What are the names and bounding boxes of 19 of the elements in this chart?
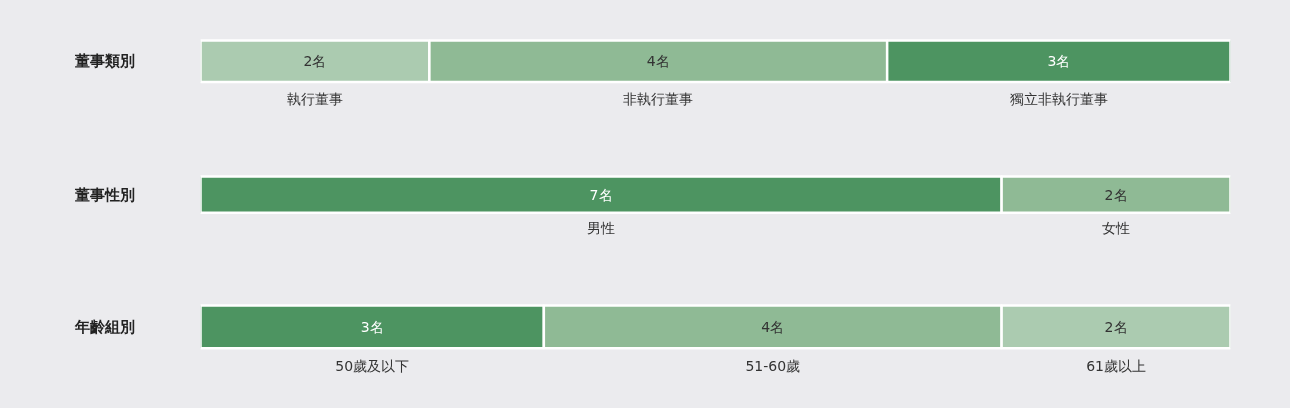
data-label: 2名 <box>1104 186 1128 203</box>
data-label: 7名 <box>589 186 613 203</box>
series-label: 非執行董事 <box>623 90 694 107</box>
series-label: 執行董事 <box>286 90 343 107</box>
data-label: 2名 <box>1104 318 1128 335</box>
series-label: 50歲及以下 <box>335 357 410 374</box>
data-label: 4名 <box>761 318 785 335</box>
series-label: 男性 <box>587 219 616 236</box>
data-label: 3名 <box>1047 53 1071 70</box>
series-label: 女性 <box>1102 219 1131 236</box>
data-label: 3名 <box>360 318 384 335</box>
data-label: 4名 <box>646 53 670 70</box>
y-tick-label: 董事類別 <box>73 52 135 71</box>
y-tick-label: 年齡組別 <box>73 317 135 336</box>
series-label: 61歲以上 <box>1086 357 1146 374</box>
y-tick-label: 董事性別 <box>73 185 135 204</box>
series-label: 獨立非執行董事 <box>1009 90 1108 107</box>
series-label: 51-60歲 <box>745 357 801 374</box>
data-label: 2名 <box>303 53 327 70</box>
